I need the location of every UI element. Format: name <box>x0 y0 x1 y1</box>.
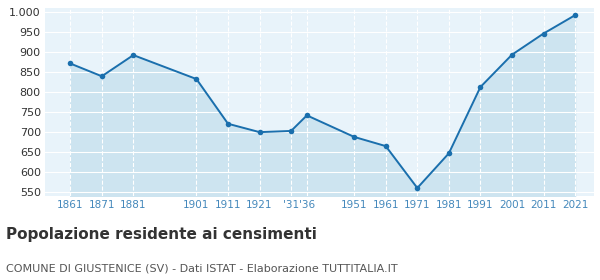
Text: Popolazione residente ai censimenti: Popolazione residente ai censimenti <box>6 227 317 242</box>
Point <box>539 31 548 36</box>
Point <box>286 129 296 133</box>
Text: COMUNE DI GIUSTENICE (SV) - Dati ISTAT - Elaborazione TUTTITALIA.IT: COMUNE DI GIUSTENICE (SV) - Dati ISTAT -… <box>6 263 398 273</box>
Point <box>413 186 422 190</box>
Point <box>191 77 201 81</box>
Point <box>128 53 138 57</box>
Point <box>223 122 233 126</box>
Point <box>476 85 485 89</box>
Point <box>97 74 107 78</box>
Point <box>507 52 517 57</box>
Point <box>570 13 580 17</box>
Point <box>65 61 75 66</box>
Point <box>381 144 391 148</box>
Point <box>255 130 265 134</box>
Point <box>444 151 454 155</box>
Point <box>349 135 359 139</box>
Point <box>302 113 311 118</box>
